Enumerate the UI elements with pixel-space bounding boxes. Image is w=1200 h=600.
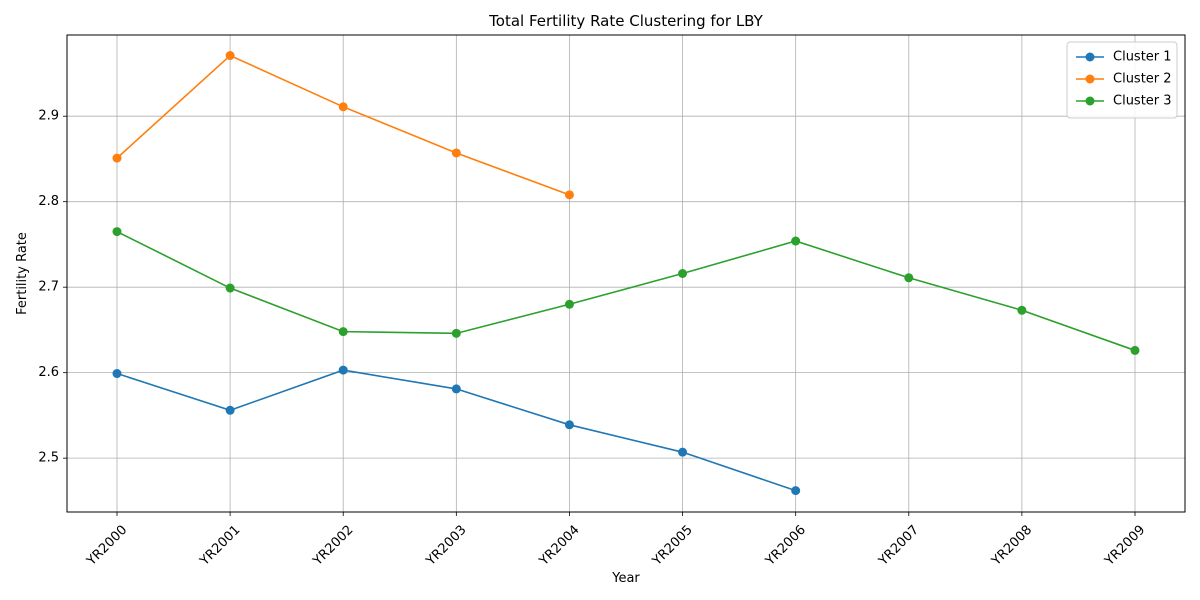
data-point — [904, 273, 914, 283]
legend-label: Cluster 2 — [1113, 72, 1172, 87]
x-tick-label: YR2009 — [1102, 523, 1149, 570]
legend-swatch-marker — [1085, 74, 1095, 84]
x-axis-title: Year — [611, 571, 640, 586]
y-tick-label: 2.6 — [38, 365, 59, 380]
y-tick-label: 2.8 — [38, 194, 59, 209]
data-point — [338, 365, 348, 375]
data-point — [564, 420, 574, 430]
legend-box — [1066, 41, 1178, 119]
series-layer — [112, 51, 1140, 496]
legend-label: Cluster 1 — [1113, 50, 1172, 65]
data-point — [791, 236, 801, 246]
data-point — [225, 283, 235, 293]
x-tick-label: YR2001 — [197, 523, 244, 570]
data-point — [564, 190, 574, 200]
x-tick-label: YR2000 — [84, 523, 131, 570]
data-point — [451, 328, 461, 338]
y-tick-label: 2.5 — [38, 451, 59, 466]
plot-frame — [66, 34, 1186, 513]
y-tick-label: 2.7 — [38, 280, 59, 295]
legend-swatch-marker — [1085, 52, 1095, 62]
data-point — [112, 227, 122, 237]
data-point — [112, 369, 122, 379]
data-point — [338, 102, 348, 112]
data-point — [1017, 305, 1027, 315]
x-tick-label: YR2008 — [988, 523, 1035, 570]
data-point — [451, 148, 461, 158]
chart-title: Total Fertility Rate Clustering for LBY — [488, 12, 763, 30]
grid — [67, 35, 1185, 512]
data-point — [451, 384, 461, 394]
y-axis-title: Fertility Rate — [15, 232, 30, 315]
x-tick-label: YR2003 — [423, 523, 470, 570]
x-tick-label: YR2007 — [875, 523, 922, 570]
data-point — [225, 51, 235, 61]
axes: YR2000 YR2001 YR2002 YR2003 YR2004 YR2005 YR20… — [38, 109, 1148, 570]
data-point — [564, 299, 574, 309]
data-point — [112, 153, 122, 163]
data-point — [338, 327, 348, 337]
data-point — [678, 447, 688, 457]
data-point — [225, 405, 235, 415]
legend-label: Cluster 3 — [1113, 94, 1172, 109]
data-point — [1130, 345, 1140, 355]
y-tick-label: 2.9 — [38, 109, 59, 124]
data-point — [678, 269, 688, 278]
x-tick-label: YR2006 — [762, 523, 809, 570]
series-line-3 — [116, 230, 1136, 352]
x-tick-label: YR2005 — [649, 523, 696, 570]
x-tick-label: YR2004 — [536, 523, 583, 570]
legend: Cluster 1 Cluster 2 Cluster 3 — [1066, 41, 1178, 119]
legend-swatch-marker — [1085, 96, 1095, 106]
data-point — [791, 486, 801, 496]
x-tick-label: YR2002 — [310, 523, 357, 570]
